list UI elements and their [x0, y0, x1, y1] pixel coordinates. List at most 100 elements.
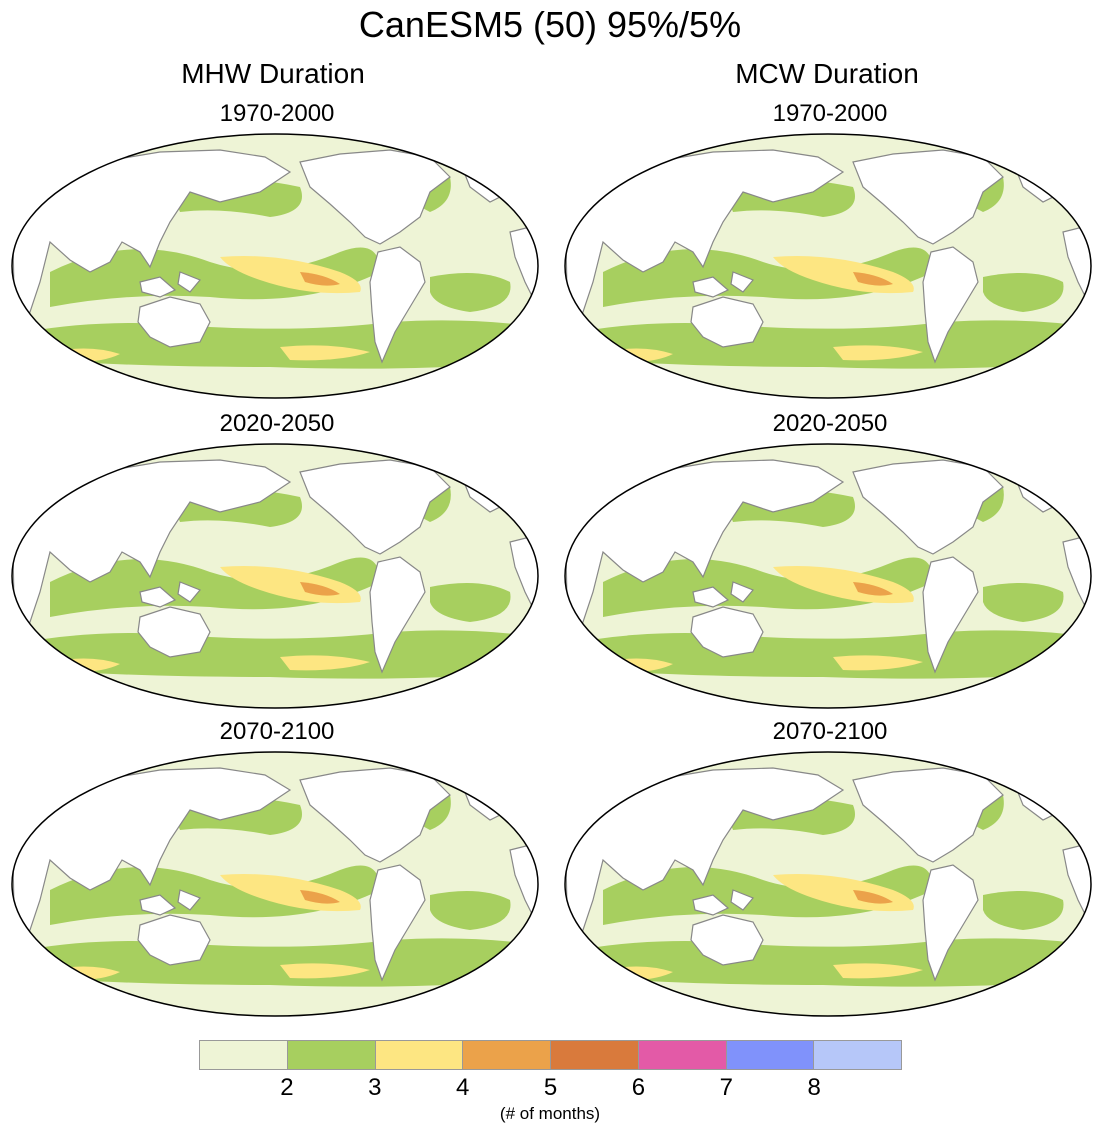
map-border [11, 443, 539, 709]
world-map [564, 443, 1092, 709]
colorbar-swatch [551, 1041, 639, 1069]
colorbar-swatch [287, 1041, 376, 1069]
map-panel: 2070-2100 [10, 718, 544, 1022]
land-mass [12, 767, 292, 952]
land-mass [139, 276, 177, 298]
duration-contour [983, 891, 1064, 930]
column-title-mcw: MCW Duration [735, 58, 919, 89]
land-mass [299, 767, 451, 863]
map-border [11, 133, 539, 399]
duration-contour [430, 273, 511, 312]
colorbar-swatch [375, 1041, 464, 1069]
map-panel: 2070-2100 [563, 718, 1097, 1022]
duration-contour [833, 963, 923, 979]
duration-contour [430, 891, 511, 930]
land-mass [690, 296, 764, 348]
land-mass [369, 864, 426, 982]
duration-contour [280, 345, 370, 361]
land-mass [12, 149, 292, 334]
world-map [11, 751, 539, 1017]
land-mass [730, 271, 754, 293]
land-mass [730, 889, 754, 911]
land-mass [690, 914, 764, 966]
colorbar-tick-label: 7 [719, 1074, 733, 1101]
duration-contour [280, 963, 370, 979]
duration-contour [50, 557, 380, 617]
land-mass [922, 246, 979, 364]
land-mass [137, 296, 211, 348]
colorbar-tick-label: 6 [631, 1074, 646, 1101]
land-mass [565, 459, 845, 644]
duration-contour [833, 655, 923, 671]
column-title-mhw: MHW Duration [181, 58, 365, 89]
land-mass [299, 459, 451, 555]
figure-title: CanESM5 (50) 95%/5% [358, 4, 742, 45]
duration-contour [603, 557, 933, 617]
land-mass [852, 459, 1004, 555]
colorbar-tick-label: 3 [368, 1074, 382, 1101]
colorbar-tick-label: 2 [280, 1074, 294, 1101]
world-map [11, 133, 539, 399]
land-mass [177, 271, 201, 293]
duration-contour [50, 865, 380, 925]
colorbar-tick-label: 4 [455, 1074, 470, 1101]
land-mass [692, 894, 730, 916]
land-mass [137, 914, 211, 966]
land-mass [852, 767, 1004, 863]
duration-contour [863, 893, 888, 903]
duration-contour [983, 273, 1064, 312]
land-mass [139, 586, 177, 608]
land-mass [177, 581, 201, 603]
world-map [564, 133, 1092, 399]
land-mass [565, 149, 845, 334]
world-map [564, 751, 1092, 1017]
world-map [11, 443, 539, 709]
panel-period-title: 2070-2100 [219, 718, 335, 745]
colorbar [199, 1040, 902, 1070]
map-panel: 1970-2000 [10, 100, 544, 404]
colorbar-swatch [200, 1041, 288, 1069]
panel-period-title: 1970-2000 [772, 100, 888, 127]
colorbar-swatch [726, 1041, 815, 1069]
land-mass [730, 581, 754, 603]
duration-contour [50, 247, 380, 307]
colorbar-swatch [463, 1041, 551, 1069]
duration-contour [603, 247, 933, 307]
land-mass [690, 606, 764, 658]
duration-contour [603, 865, 933, 925]
land-mass [852, 149, 1004, 245]
colorbar-swatch [638, 1041, 727, 1069]
map-border [11, 751, 539, 1017]
duration-contour [983, 583, 1064, 622]
panel-period-title: 2020-2050 [219, 410, 335, 437]
duration-contour [280, 655, 370, 671]
duration-contour [310, 275, 335, 285]
land-mass [177, 889, 201, 911]
panel-period-title: 2070-2100 [772, 718, 888, 745]
colorbar-tick-label: 5 [543, 1074, 558, 1101]
map-panel: 2020-2050 [10, 410, 544, 714]
land-mass [137, 606, 211, 658]
land-mass [12, 459, 292, 644]
duration-contour [863, 585, 888, 595]
land-mass [922, 864, 979, 982]
colorbar-unit: (# of months) [499, 1104, 601, 1123]
duration-contour [310, 585, 335, 595]
duration-contour [430, 583, 511, 622]
duration-contour [863, 275, 888, 285]
map-border [564, 443, 1092, 709]
map-border [564, 751, 1092, 1017]
map-panel: 1970-2000 [563, 100, 1097, 404]
land-mass [299, 149, 451, 245]
panel-period-title: 2020-2050 [772, 410, 888, 437]
colorbar-swatch [814, 1041, 901, 1069]
land-mass [922, 556, 979, 674]
land-mass [692, 276, 730, 298]
land-mass [369, 556, 426, 674]
land-mass [139, 894, 177, 916]
duration-contour [310, 893, 335, 903]
map-panel: 2020-2050 [563, 410, 1097, 714]
land-mass [565, 767, 845, 952]
panel-period-title: 1970-2000 [219, 100, 335, 127]
land-mass [692, 586, 730, 608]
